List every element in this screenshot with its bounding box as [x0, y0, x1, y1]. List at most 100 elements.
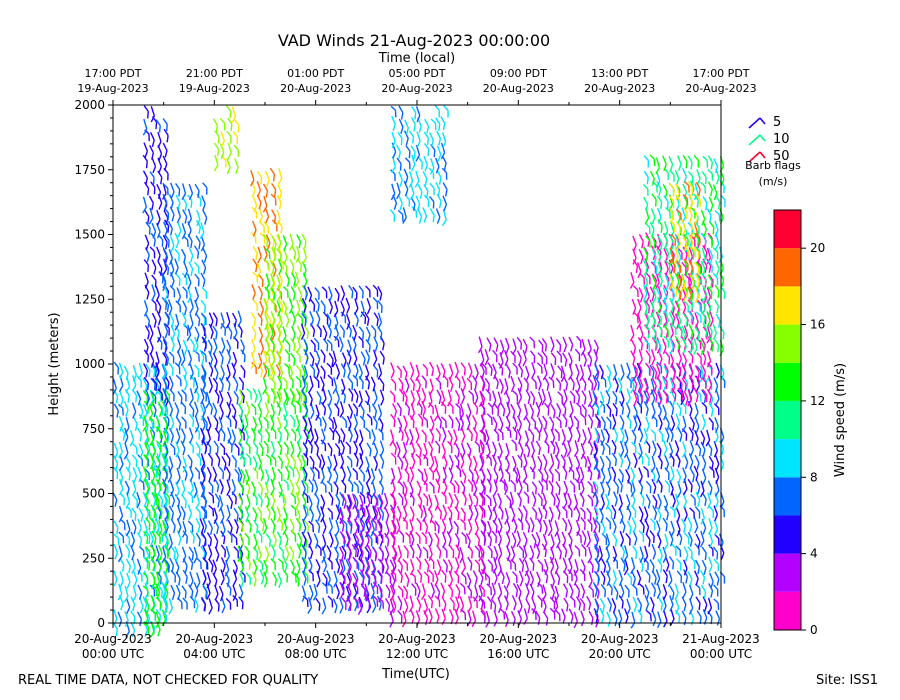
wind-barb-flag	[192, 345, 196, 353]
wind-barb	[364, 520, 370, 531]
wind-barb	[391, 519, 396, 530]
wind-barb-flag	[375, 513, 379, 521]
wind-barb	[215, 452, 221, 460]
wind-barb-flag	[415, 154, 421, 162]
wind-barb	[327, 595, 333, 601]
wind-barb-flag	[215, 332, 218, 340]
wind-barb	[199, 481, 205, 491]
wind-barb	[226, 479, 231, 490]
wind-barb	[220, 337, 226, 348]
wind-barb	[562, 352, 568, 360]
wind-barb	[288, 363, 294, 373]
wind-barb	[391, 403, 397, 412]
wind-barb-flag	[258, 462, 263, 471]
wind-barb	[595, 519, 601, 526]
wind-barb-flag	[308, 503, 313, 511]
wind-barb	[397, 209, 404, 215]
wind-barb	[259, 300, 264, 310]
wind-barb-flag	[429, 388, 434, 396]
wind-barb-flag	[157, 318, 162, 326]
wind-barb	[227, 427, 232, 438]
wind-barb-flag	[474, 528, 479, 536]
wind-barb	[195, 517, 201, 527]
wind-barb-flag	[226, 374, 231, 381]
wind-barb	[434, 404, 439, 416]
wind-barb-flag	[237, 555, 242, 563]
wind-barb	[143, 338, 149, 348]
wind-barb	[600, 570, 606, 579]
wind-barb-flag	[201, 478, 206, 486]
wind-barb	[258, 417, 263, 428]
wind-barb-flag	[316, 499, 320, 507]
wind-barb	[277, 455, 283, 463]
wind-barb-flag	[642, 525, 645, 533]
wind-barb-flag	[637, 423, 642, 431]
wind-barb-flag	[595, 620, 600, 628]
wind-barb-flag	[235, 384, 239, 392]
wind-barb-flag	[260, 488, 264, 496]
wind-barb	[422, 505, 427, 516]
wind-barb	[486, 413, 493, 419]
wind-barb-flag	[200, 462, 206, 470]
wind-barb	[332, 598, 338, 607]
wind-barb-flag	[455, 565, 460, 573]
wind-barb-flag	[272, 396, 277, 404]
wind-barb-flag	[381, 461, 385, 469]
wind-barb	[272, 388, 277, 398]
wind-barb-flag	[189, 436, 194, 444]
wind-barb	[421, 532, 427, 538]
wind-barb	[220, 322, 226, 330]
wind-barb-flag	[507, 424, 511, 432]
wind-barb	[149, 207, 154, 219]
wind-barb	[256, 180, 262, 191]
wind-barb	[600, 481, 605, 492]
wind-barb-flag	[228, 399, 232, 407]
wind-barb-flag	[133, 579, 138, 587]
wind-barb-flag	[409, 490, 414, 498]
wind-barb	[272, 531, 277, 541]
wind-barb-flag	[321, 556, 326, 564]
wind-barb	[295, 350, 301, 357]
wind-barb	[484, 572, 490, 579]
wind-barb	[411, 583, 417, 590]
wind-barb	[625, 494, 631, 504]
wind-barb-flag	[321, 437, 326, 445]
wind-barb-flag	[413, 152, 416, 160]
wind-barb-flag	[495, 344, 499, 352]
wind-barb	[599, 598, 605, 606]
wind-barb-flag	[166, 135, 169, 143]
wind-barb	[118, 403, 124, 409]
wind-barb-flag	[215, 384, 219, 392]
wind-barb-flag	[115, 396, 119, 404]
wind-barb-flag	[131, 553, 135, 561]
wind-barb	[334, 300, 339, 312]
wind-barb	[346, 583, 352, 593]
wind-barb	[136, 611, 142, 620]
wind-barb-flag	[390, 193, 396, 201]
wind-barb	[277, 233, 282, 244]
wind-barb	[593, 440, 599, 450]
wind-barb-flag	[173, 525, 176, 534]
wind-barb	[175, 272, 181, 280]
wind-barb	[467, 479, 473, 486]
wind-barb	[288, 374, 294, 382]
wind-barb-flag	[203, 372, 207, 380]
wind-barb	[436, 145, 442, 155]
wind-barb-flag	[226, 488, 231, 496]
wind-barb-flag	[277, 424, 282, 433]
wind-barb	[246, 518, 252, 527]
wind-barb	[421, 375, 427, 382]
wind-barb-flag	[170, 191, 175, 199]
wind-barb-flag	[418, 605, 422, 613]
top-axis-label: Time (local)	[378, 51, 455, 66]
wind-barb-flag	[594, 589, 598, 597]
wind-barb-flag	[417, 384, 421, 393]
wind-barb	[650, 518, 656, 524]
wind-barb	[632, 452, 638, 462]
wind-barb-flag	[199, 199, 202, 207]
wind-barb-flag	[146, 254, 150, 263]
wind-barb-flag	[618, 386, 623, 394]
wind-barb-flag	[598, 525, 601, 533]
wind-barb-flag	[328, 398, 333, 406]
wind-barb-flag	[164, 412, 169, 420]
